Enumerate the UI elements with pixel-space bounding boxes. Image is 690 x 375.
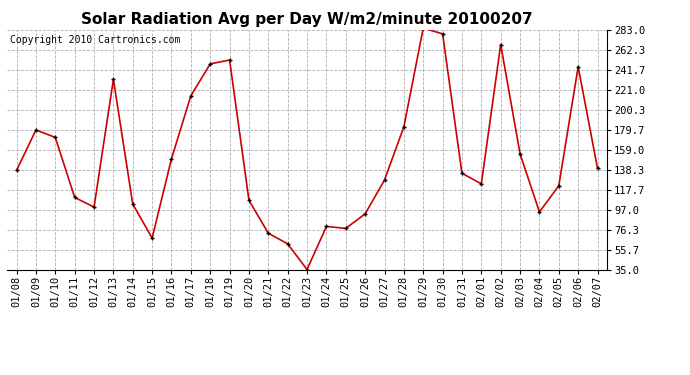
Text: Copyright 2010 Cartronics.com: Copyright 2010 Cartronics.com xyxy=(10,35,180,45)
Point xyxy=(398,124,409,130)
Point xyxy=(321,224,332,230)
Point xyxy=(205,61,216,67)
Point xyxy=(69,194,80,200)
Point xyxy=(515,151,526,157)
Point xyxy=(573,64,584,70)
Point xyxy=(379,177,390,183)
Point xyxy=(224,57,235,63)
Point xyxy=(437,31,448,37)
Point xyxy=(50,134,61,140)
Point xyxy=(282,241,293,247)
Point xyxy=(108,76,119,82)
Point xyxy=(166,156,177,162)
Point xyxy=(476,181,487,187)
Point xyxy=(417,25,428,31)
Point xyxy=(11,167,22,173)
Title: Solar Radiation Avg per Day W/m2/minute 20100207: Solar Radiation Avg per Day W/m2/minute … xyxy=(81,12,533,27)
Point xyxy=(553,183,564,189)
Point xyxy=(244,197,255,203)
Point xyxy=(592,165,603,171)
Point xyxy=(340,225,351,231)
Point xyxy=(359,211,371,217)
Point xyxy=(30,127,41,133)
Point xyxy=(457,170,468,176)
Point xyxy=(146,235,157,241)
Point xyxy=(495,42,506,48)
Point xyxy=(127,201,138,207)
Point xyxy=(186,93,197,99)
Point xyxy=(263,230,274,236)
Point xyxy=(302,267,313,273)
Point xyxy=(88,204,99,210)
Point xyxy=(534,209,545,215)
